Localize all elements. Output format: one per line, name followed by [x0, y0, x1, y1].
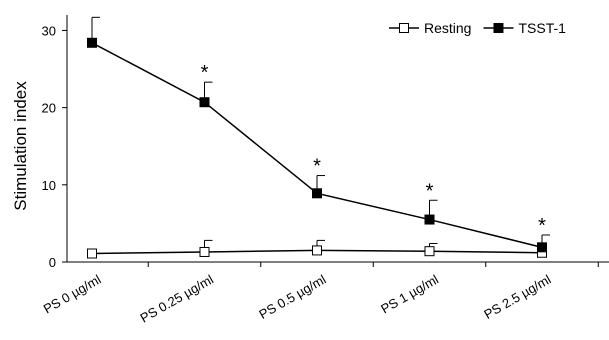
data-point: [312, 188, 322, 199]
legend: Resting TSST-1: [389, 20, 566, 36]
data-point: [312, 245, 322, 256]
y-tick-label: 10: [42, 178, 56, 193]
data-point: [199, 246, 210, 257]
significance-marker: *: [426, 180, 434, 202]
data-point: [424, 246, 435, 257]
annotations: * * * *: [201, 62, 547, 237]
x-category-label: PS 0 µg/ml: [41, 272, 104, 317]
legend-label: Resting: [424, 20, 471, 36]
significance-marker: *: [538, 215, 546, 237]
series-resting: [87, 239, 547, 259]
legend-item: Resting: [389, 20, 471, 36]
x-category-label: PS 0.5 µg/ml: [256, 272, 328, 322]
legend-marker: [399, 23, 409, 33]
y-ticks: 0 10 20 30: [42, 23, 67, 270]
x-category-label: PS 1 µg/ml: [378, 272, 441, 317]
data-point: [87, 248, 97, 259]
y-tick-label: 20: [42, 101, 56, 116]
y-tick-label: 0: [49, 255, 56, 270]
data-point: [424, 214, 435, 225]
legend-marker: [493, 23, 504, 33]
x-category-label: PS 2.5 µg/ml: [481, 272, 553, 322]
significance-marker: *: [201, 62, 209, 84]
data-point: [87, 37, 97, 48]
x-category-label: PS 0.25 µg/ml: [138, 272, 217, 326]
data-point: [199, 97, 210, 108]
x-category-labels: PS 0 µg/ml PS 0.25 µg/ml PS 0.5 µg/ml PS 1 …: [41, 262, 599, 326]
legend-label: TSST-1: [518, 20, 566, 36]
y-tick-label: 30: [42, 23, 56, 38]
significance-marker: *: [313, 156, 321, 178]
y-axis-label: Stimulation index: [11, 81, 30, 211]
series-layer: [87, 16, 550, 259]
axes: [66, 15, 609, 263]
legend-item: TSST-1: [483, 20, 566, 36]
data-point: [537, 242, 547, 253]
series-tsst-1: [87, 16, 550, 253]
series-line: [91, 42, 543, 249]
